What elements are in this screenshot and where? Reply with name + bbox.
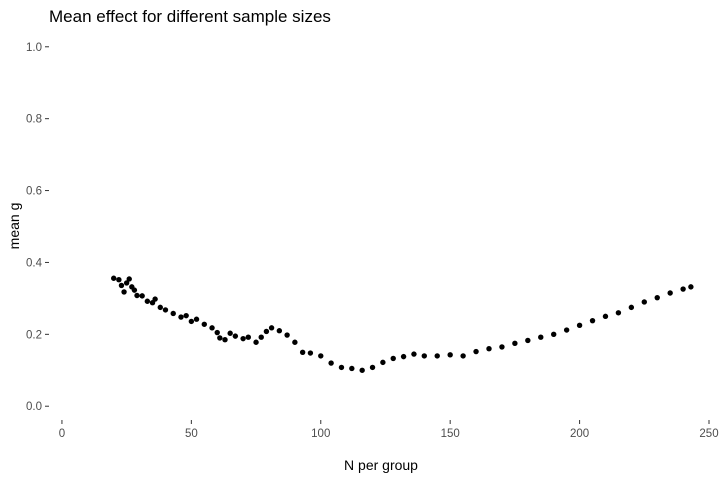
data-point	[369, 364, 376, 371]
data-point	[170, 310, 176, 317]
x-axis-label: N per group	[344, 457, 418, 473]
data-point	[188, 318, 195, 325]
data-point	[299, 349, 306, 356]
data-point	[615, 310, 622, 316]
data-point	[193, 316, 200, 322]
data-point	[126, 276, 132, 282]
data-point	[162, 307, 169, 313]
data-point	[232, 333, 239, 339]
data-point	[240, 335, 246, 342]
data-point	[602, 313, 609, 320]
data-point	[421, 353, 427, 359]
data-point	[183, 312, 189, 319]
data-points	[111, 275, 694, 373]
data-point	[307, 350, 314, 356]
data-point	[139, 293, 145, 299]
data-point	[209, 325, 215, 331]
data-point	[217, 335, 223, 341]
data-point	[227, 330, 233, 336]
y-tick-label: 0.6	[26, 186, 42, 198]
data-point	[123, 280, 130, 286]
data-point	[400, 353, 407, 360]
data-point	[359, 367, 365, 373]
data-point	[222, 337, 228, 343]
data-point	[201, 321, 207, 327]
data-point	[258, 334, 264, 340]
data-point	[563, 327, 570, 333]
data-point	[434, 353, 440, 359]
data-point	[589, 317, 596, 324]
x-tick-label: 100	[311, 428, 330, 440]
data-point	[447, 352, 453, 358]
data-point	[499, 344, 505, 350]
data-point	[268, 325, 275, 331]
x-tick-label: 200	[570, 428, 589, 440]
data-point	[390, 355, 396, 362]
data-point	[538, 334, 544, 340]
x-tick-label: 250	[699, 428, 718, 440]
x-axis: 0 50 100 150 200 250	[59, 420, 719, 440]
data-point	[152, 296, 158, 302]
data-point	[111, 275, 117, 281]
x-tick-label: 0	[59, 428, 65, 440]
data-point	[576, 322, 583, 329]
data-point	[411, 351, 417, 357]
data-point	[654, 294, 660, 301]
data-point	[628, 304, 635, 311]
data-point	[318, 353, 324, 359]
data-point	[284, 332, 290, 338]
data-point	[460, 353, 466, 359]
data-point	[525, 337, 531, 344]
chart-title: Mean effect for different sample sizes	[49, 7, 331, 26]
data-point	[349, 365, 355, 372]
data-point	[276, 328, 283, 334]
data-point	[380, 359, 386, 366]
data-point	[512, 340, 518, 347]
data-point	[641, 299, 647, 305]
y-tick-label: 0.4	[26, 257, 43, 269]
data-point	[263, 328, 270, 335]
x-tick-label: 50	[185, 428, 198, 440]
data-point	[116, 276, 122, 283]
data-point	[178, 314, 184, 320]
data-point	[473, 348, 479, 355]
data-point	[253, 339, 259, 345]
data-point	[144, 298, 151, 304]
data-point	[667, 290, 673, 296]
y-tick-label: 0.8	[26, 114, 42, 126]
x-tick-label: 150	[441, 428, 460, 440]
data-point	[214, 329, 220, 336]
data-point	[292, 339, 298, 345]
y-axis: 0.0 0.2 0.4 0.6 0.8 1.0	[26, 42, 49, 413]
data-point	[328, 360, 334, 366]
y-tick-label: 1.0	[26, 42, 42, 54]
data-point	[131, 287, 138, 293]
y-tick-label: 0.2	[26, 329, 42, 341]
data-point	[688, 284, 694, 290]
data-point	[134, 292, 140, 299]
y-axis-label: mean g	[6, 203, 22, 250]
data-point	[338, 364, 345, 371]
data-point	[680, 286, 686, 292]
data-point	[157, 304, 163, 311]
data-point	[486, 346, 492, 352]
data-point	[245, 334, 251, 340]
y-tick-label: 0.0	[26, 401, 42, 413]
data-point	[118, 282, 125, 289]
data-point	[551, 331, 557, 338]
data-point	[121, 289, 127, 295]
